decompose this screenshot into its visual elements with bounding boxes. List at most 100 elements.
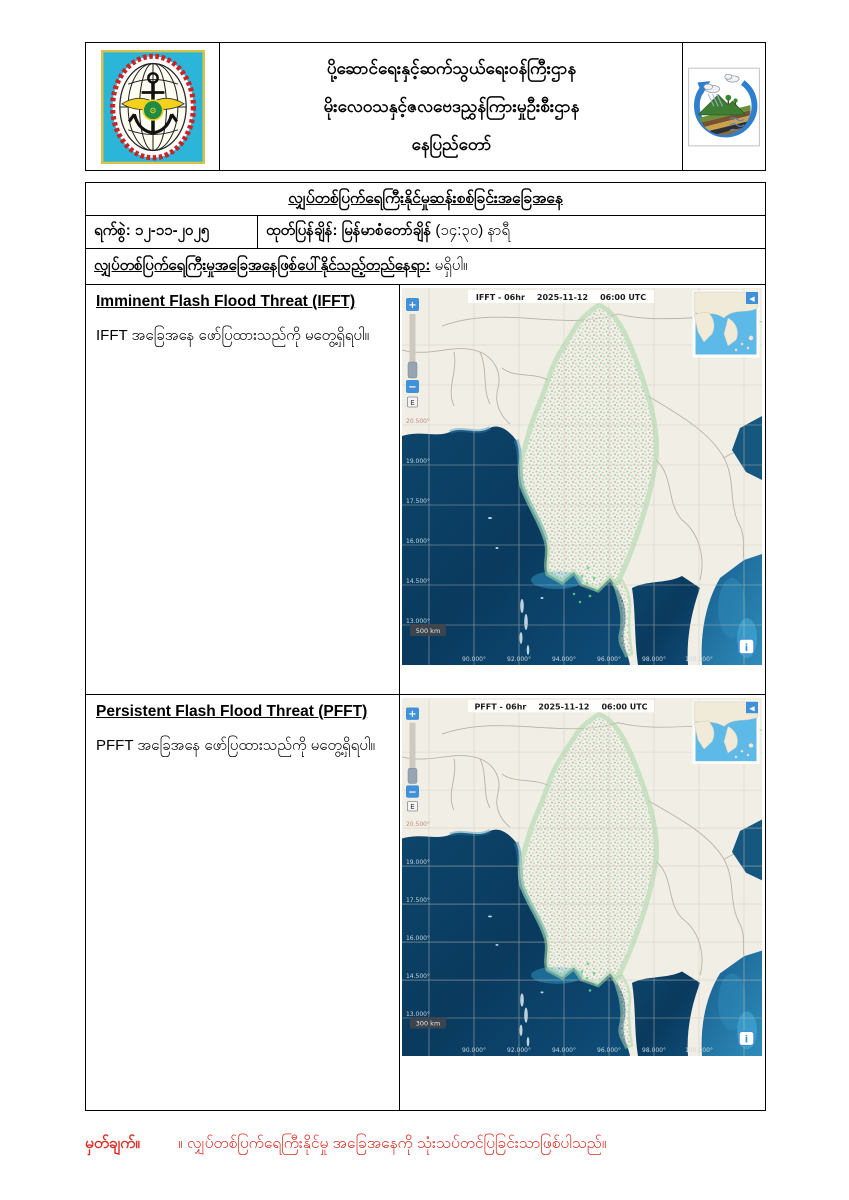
footer-note-label: မှတ်ချက်။	[85, 1135, 140, 1152]
zoom-extent-button[interactable]	[407, 801, 418, 812]
zoom-slider-track[interactable]	[409, 722, 416, 782]
pfft-map: 20.500° 19.000° 17.500° 16.000° 14.500° …	[402, 698, 762, 1056]
zoom-slider-track[interactable]	[409, 314, 416, 376]
issued-label: ထုတ်ပြန်ချိန်: မြန်မာစံတော်ချိန်	[266, 222, 432, 239]
pfft-section: Persistent Flash Flood Threat (PFFT) PFF…	[86, 695, 765, 1110]
ministry-name: ပို့ဆောင်ရေးနှင့်ဆက်သွယ်ရေးဝန်ကြီးဌာန	[326, 58, 577, 78]
svg-text:17.500°: 17.500°	[406, 498, 430, 505]
ifft-text-cell: Imminent Flash Flood Threat (IFFT) IFFT …	[86, 285, 400, 694]
zoom-out-button[interactable]	[406, 380, 419, 393]
andaman-sea	[632, 971, 700, 1056]
svg-text:90.000°: 90.000°	[462, 656, 486, 663]
svg-text:20.500°: 20.500°	[406, 418, 430, 425]
bay-of-bengal	[402, 829, 630, 1056]
zoom-extent-button[interactable]	[407, 396, 418, 408]
report-title-row: လျှပ်တစ်ပြက်ရေကြီးနိုင်မှုဆန်းစစ်ခြင်းအခ…	[86, 183, 765, 216]
scale-label: 300 km	[416, 1021, 441, 1028]
pfft-body: PFFT အခြေအနေ ဖော်ပြထားသည်ကို မတွေ့ရှိရပါ…	[96, 737, 375, 754]
ifft-section: Imminent Flash Flood Threat (IFFT) IFFT …	[86, 285, 765, 695]
svg-text:100.000°: 100.000°	[685, 1048, 713, 1054]
ifft-map-cell: 20.500° 19.000° 17.500° 16.000° 14.500° …	[400, 285, 765, 694]
map-title-text: PFFT - 06hr 2025-11-12 06:00 UTC	[474, 703, 647, 712]
zoom-slider-thumb[interactable]	[407, 768, 418, 784]
svg-text:19.000°: 19.000°	[406, 458, 430, 465]
date-cell: ရက်စွဲ: ၁၂-၁၁-၂၀၂၅	[86, 216, 258, 248]
zoom-in-button[interactable]	[406, 707, 419, 720]
zoom-out-button[interactable]	[406, 785, 419, 798]
footer-note: မှတ်ချက်။ ။ လျှပ်တစ်ပြက်ရေကြီးနိုင်မှု အခ…	[85, 1133, 766, 1156]
svg-text:20.500°: 20.500°	[406, 822, 430, 828]
ifft-body: IFFT အခြေအနေ ဖော်ပြထားသည်ကို မတွေ့ရှိရပါ…	[96, 327, 370, 344]
svg-text:96.000°: 96.000°	[597, 656, 621, 663]
svg-text:16.000°: 16.000°	[406, 538, 430, 545]
svg-text:19.000°: 19.000°	[406, 860, 430, 866]
report-table: လျှပ်တစ်ပြက်ရေကြီးနိုင်မှုဆန်းစစ်ခြင်းအခ…	[85, 182, 766, 1111]
graticule	[402, 288, 762, 665]
svg-text:17.500°: 17.500°	[406, 898, 430, 904]
location-row: လျှပ်တစ်ပြက်ရေကြီးမှုအခြေအနေဖြစ်ပေါ်နိုင…	[86, 249, 765, 285]
pfft-text-cell: Persistent Flash Flood Threat (PFFT) PFF…	[86, 695, 400, 1110]
dmh-water-cycle-logo	[688, 67, 760, 146]
zoom-extent-icon: E	[410, 399, 414, 407]
map-title-strip	[468, 699, 654, 713]
island-streaks	[488, 915, 544, 1047]
dmh-logo-cell	[682, 42, 766, 171]
footer-note-text: ။ လျှပ်တစ်ပြက်ရေကြီးနိုင်မှု အခြေအနေကို …	[177, 1135, 607, 1152]
zoom-out-icon: −	[408, 382, 416, 393]
pfft-map-cell: 20.500° 19.000° 17.500° 16.000° 14.500° …	[400, 695, 765, 1110]
gulf-of-tonkin	[732, 416, 762, 480]
info-button[interactable]: i	[738, 638, 755, 655]
scale-bar: 300 km	[410, 1017, 446, 1029]
graticule	[402, 698, 762, 1056]
zoom-in-icon: +	[408, 709, 416, 720]
report-title: လျှပ်တစ်ပြက်ရေကြီးနိုင်မှုဆန်းစစ်ခြင်းအခ…	[288, 190, 563, 207]
ministry-transport-logo: ⚙	[101, 49, 205, 164]
inset-collapse-button[interactable]	[746, 701, 758, 714]
svg-text:92.000°: 92.000°	[507, 1048, 531, 1054]
header-band: ⚙ ပို့ဆောင်ရေးနှင့်ဆက်သွယ်ရေးဝန်ကြီးဌာန …	[85, 42, 766, 171]
myanmar-analysis-area	[517, 302, 659, 658]
svg-text:92.000°: 92.000°	[507, 656, 531, 663]
map-title-text: IFFT - 06hr 2025-11-12 06:00 UTC	[476, 293, 646, 302]
overview-inset: ◀	[692, 700, 760, 764]
green-specks	[580, 962, 598, 992]
svg-text:94.000°: 94.000°	[552, 1048, 576, 1054]
green-specks	[572, 566, 598, 604]
svg-text:⚙: ⚙	[149, 105, 156, 115]
zoom-in-icon: +	[408, 300, 416, 311]
svg-text:90.000°: 90.000°	[462, 1048, 486, 1054]
svg-text:16.000°: 16.000°	[406, 936, 430, 942]
location-label: လျှပ်တစ်ပြက်ရေကြီးမှုအခြေအနေဖြစ်ပေါ်နိုင…	[94, 257, 431, 274]
svg-text:14.500°: 14.500°	[406, 974, 430, 980]
graticule-labels: 20.500° 19.000° 17.500° 16.000° 14.500° …	[406, 822, 713, 1054]
svg-text:100.000°: 100.000°	[685, 656, 713, 663]
zoom-out-icon: −	[408, 787, 416, 798]
collapse-arrow-icon: ◀	[749, 705, 755, 713]
svg-text:94.000°: 94.000°	[552, 656, 576, 663]
bay-of-bengal	[402, 426, 630, 665]
svg-text:13.000°: 13.000°	[406, 618, 430, 625]
zoom-extent-icon: E	[410, 803, 414, 811]
overview-inset: ◀	[692, 290, 760, 358]
issued-cell: ထုတ်ပြန်ချိန်: မြန်မာစံတော်ချိန် (၁၄:၃၀)…	[258, 216, 765, 248]
zoom-in-button[interactable]	[406, 298, 419, 311]
country-borders	[402, 313, 762, 581]
svg-text:96.000°: 96.000°	[597, 1048, 621, 1054]
scale-bar: 500 km	[410, 624, 446, 636]
ifft-heading: Imminent Flash Flood Threat (IFFT)	[96, 293, 356, 310]
ministry-title-block: ပို့ဆောင်ရေးနှင့်ဆက်သွယ်ရေးဝန်ကြီးဌာန မိ…	[219, 42, 684, 171]
city-name: နေပြည်တော်	[411, 134, 492, 154]
collapse-arrow-icon: ◀	[749, 295, 755, 303]
issued-value: (၁၄:၃၀) နာရီ	[435, 222, 510, 239]
scale-label: 500 km	[416, 627, 441, 635]
zoom-controls: + − E	[406, 707, 419, 812]
ifft-map: 20.500° 19.000° 17.500° 16.000° 14.500° …	[402, 288, 762, 665]
location-value: မရှိပါ။	[434, 257, 468, 274]
inset-collapse-button[interactable]	[746, 292, 758, 304]
map-title-strip	[468, 290, 654, 303]
zoom-controls: + − E	[406, 298, 419, 408]
info-icon: i	[745, 1035, 748, 1046]
info-button[interactable]: i	[738, 1030, 755, 1047]
zoom-slider-thumb[interactable]	[407, 361, 418, 379]
